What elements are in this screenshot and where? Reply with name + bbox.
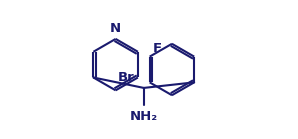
Text: Br: Br — [118, 71, 134, 84]
Text: N: N — [110, 22, 121, 35]
Text: F: F — [153, 42, 162, 55]
Text: NH₂: NH₂ — [130, 110, 158, 123]
